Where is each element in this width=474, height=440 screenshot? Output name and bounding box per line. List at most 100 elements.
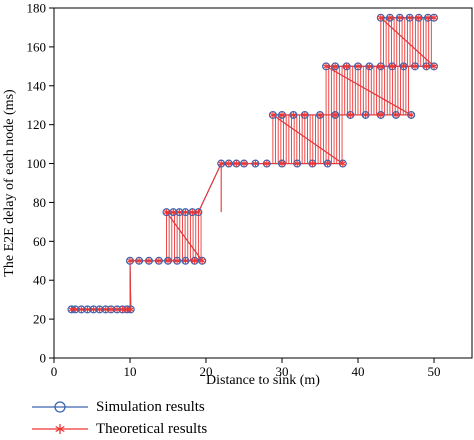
simulation-point (289, 110, 298, 119)
simulation-point (395, 13, 404, 22)
theoretical-point (90, 306, 97, 313)
simulation-point (423, 13, 432, 22)
simulation-point (430, 13, 439, 22)
simulation-point (278, 110, 287, 119)
theoretical-point (290, 111, 297, 119)
y-tick-label: 80 (33, 195, 46, 210)
theoretical-point (343, 63, 350, 70)
simulation-point (388, 62, 397, 71)
theoretical-point (126, 257, 134, 264)
theoretical-point (145, 257, 153, 264)
simulation-point (106, 305, 115, 314)
simulation-point (188, 208, 197, 217)
simulation-point (407, 110, 416, 119)
theoretical-point (182, 208, 189, 216)
simulation-point (293, 159, 302, 168)
theoretical-point (174, 257, 181, 264)
y-tick-label: 120 (27, 117, 47, 132)
legend: Simulation results Theoretical results (30, 396, 290, 440)
simulation-point (323, 159, 332, 168)
theoretical-point (155, 257, 162, 264)
theoretical-point (163, 208, 170, 216)
simulation-point (164, 256, 173, 265)
simulation-point (194, 208, 203, 217)
theoretical-point (377, 14, 384, 21)
theoretical-point (406, 14, 413, 21)
theoretical-point (362, 111, 369, 119)
simulation-point (154, 256, 163, 265)
simulation-point (376, 62, 385, 71)
theoretical-point (189, 208, 196, 216)
series-line-theoretical (71, 17, 436, 310)
simulation-point (405, 13, 414, 22)
x-tick-label: 20 (200, 364, 213, 379)
theoretical-point (263, 160, 270, 167)
y-tick-label: 40 (33, 273, 46, 288)
theoretical-point (339, 160, 346, 167)
simulation-point (385, 13, 394, 22)
theoretical-point (324, 160, 331, 167)
theoretical-point (415, 14, 422, 21)
theoretical-point (233, 160, 240, 167)
simulation-point (354, 62, 363, 71)
star-marker-icon (32, 424, 88, 434)
simulation-point (217, 159, 226, 168)
theoretical-point (332, 63, 339, 70)
x-tick-label: 0 (51, 364, 58, 379)
theoretical-point (316, 111, 324, 119)
simulation-point (392, 110, 401, 119)
simulation-point (268, 110, 277, 119)
theoretical-point (377, 63, 384, 70)
y-tick-label: 160 (27, 39, 47, 54)
theoretical-point (136, 257, 143, 264)
simulation-point (83, 305, 92, 314)
simulation-point (365, 62, 374, 71)
simulation-point (169, 208, 178, 217)
simulation-point (322, 62, 331, 71)
theoretical-point (96, 306, 103, 313)
simulation-point (118, 305, 127, 314)
legend-item-theoretical: Theoretical results (30, 418, 290, 440)
theoretical-point (430, 14, 438, 21)
theoretical-point (392, 111, 400, 119)
theoretical-point (278, 160, 286, 167)
theoretical-point (78, 306, 85, 313)
axes: 0 10 20 30 40 50 0 20 40 60 80 100 120 140 160 180 (27, 1, 473, 379)
theoretical-point (218, 160, 225, 167)
simulation-point (262, 159, 271, 168)
simulation-point (251, 159, 260, 168)
simulation-point (89, 305, 98, 314)
plot-area (67, 13, 439, 314)
simulation-point (95, 305, 104, 314)
theoretical-point (269, 111, 276, 119)
theoretical-point (400, 63, 407, 70)
theoretical-point (294, 160, 301, 167)
theoretical-point (225, 160, 232, 167)
theoretical-point (366, 63, 373, 70)
x-tick-label: 40 (352, 364, 365, 379)
x-tick-label: 10 (124, 364, 137, 379)
x-tick-label: 30 (276, 364, 289, 379)
simulation-point (135, 256, 144, 265)
simulation-point (331, 62, 340, 71)
theoretical-point (430, 63, 438, 70)
theoretical-point (240, 160, 248, 167)
simulation-point (411, 62, 420, 71)
simulation-point (175, 208, 184, 217)
theoretical-point (424, 14, 431, 21)
simulation-point (422, 62, 431, 71)
theoretical-point (191, 257, 198, 264)
theoretical-point (199, 257, 206, 264)
y-tick-label: 140 (27, 78, 47, 93)
theoretical-point (347, 111, 354, 119)
y-tick-label: 20 (33, 312, 46, 327)
simulation-point (240, 159, 249, 168)
simulation-point (173, 256, 182, 265)
simulation-point (346, 110, 355, 119)
simulation-point (430, 62, 439, 71)
legend-label-theoretical: Theoretical results (96, 420, 208, 437)
legend-label-simulation: Simulation results (96, 398, 205, 415)
theoretical-point (84, 306, 91, 313)
theoretical-point (332, 111, 339, 119)
simulation-point (113, 305, 122, 314)
